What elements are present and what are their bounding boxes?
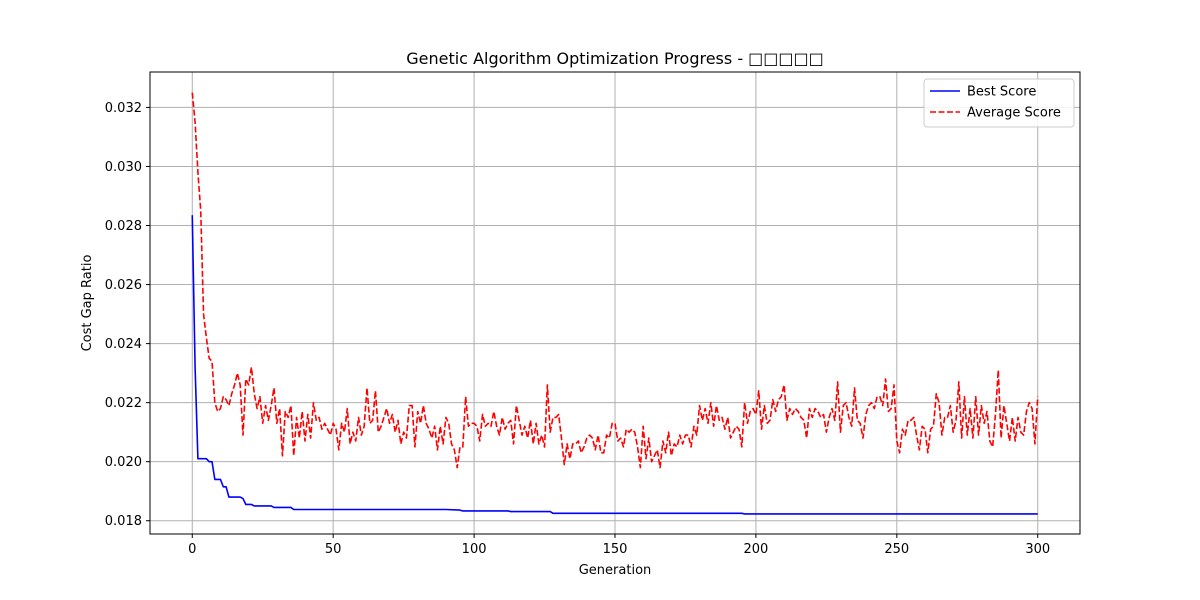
x-tick-label: 50 [325, 542, 342, 557]
y-tick-label: 0.032 [105, 101, 142, 116]
chart-title: Genetic Algorithm Optimization Progress … [406, 49, 824, 68]
series-line-best-score [191, 215, 1038, 515]
x-tick-label: 300 [1025, 542, 1050, 557]
legend-box [923, 78, 1075, 128]
series-line-average-score [191, 92, 1039, 469]
legend-label-average-score: Average Score [967, 106, 1061, 121]
y-tick-label: 0.018 [105, 514, 142, 529]
y-tick-label: 0.022 [105, 396, 142, 411]
grid-lines [150, 72, 1080, 534]
y-axis: 0.018 0.020 0.022 0.024 0.026 0.028 0.030 0.032 [105, 101, 150, 529]
x-tick-label: 250 [884, 542, 909, 557]
y-tick-label: 0.024 [105, 337, 142, 352]
x-axis: 0 50 100 150 200 250 300 [188, 534, 1050, 557]
y-axis-label: Cost Gap Ratio [80, 255, 95, 352]
y-tick-label: 0.020 [105, 455, 142, 470]
x-tick-label: 200 [743, 542, 768, 557]
x-tick-label: 100 [462, 542, 487, 557]
y-tick-label: 0.028 [105, 219, 142, 234]
series-layer [191, 92, 1039, 515]
x-axis-label: Generation [579, 563, 652, 578]
legend-label-best-score: Best Score [967, 85, 1036, 100]
x-tick-label: 0 [188, 542, 196, 557]
y-tick-label: 0.030 [105, 160, 142, 175]
legend: Best Score Average Score [923, 78, 1075, 128]
y-tick-label: 0.026 [105, 278, 142, 293]
x-tick-label: 150 [603, 542, 628, 557]
